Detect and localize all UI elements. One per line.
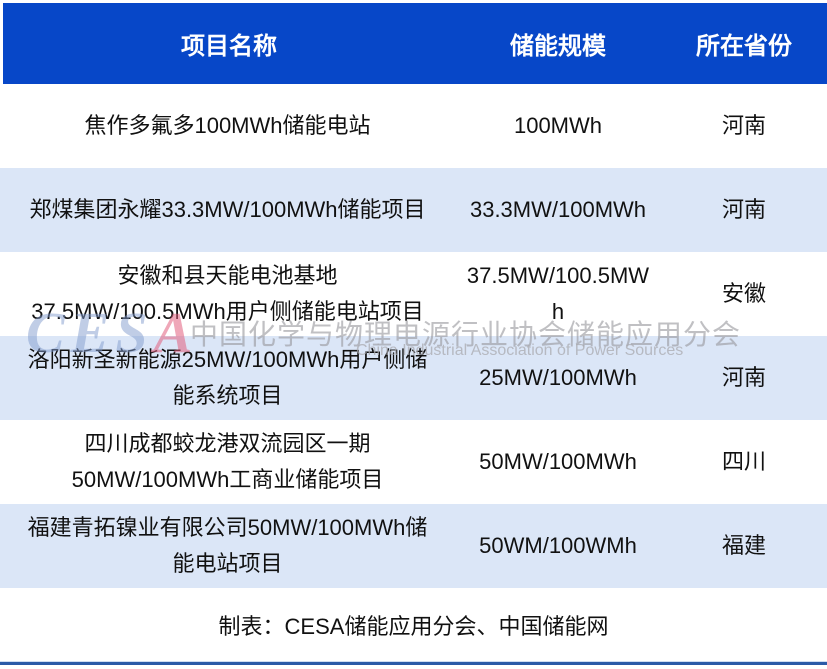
- project-name-cell: 四川成都蛟龙港双流园区一期 50MW/100MWh工商业储能项目: [71, 431, 384, 492]
- table-header-row: 项目名称 储能规模 所在省份: [3, 3, 827, 84]
- province-cell: 四川: [721, 449, 766, 474]
- storage-scale-cell: 50MW/100MWh: [479, 449, 637, 474]
- table-row: 安徽和县天能电池基地 37.5MW/100.5MWh用户侧储能电站项目 37.5…: [0, 252, 827, 336]
- province-cell: 安徽: [721, 281, 766, 306]
- project-name-cell: 安徽和县天能电池基地 37.5MW/100.5MWh用户侧储能电站项目: [31, 263, 424, 324]
- project-name-cell: 洛阳新圣新能源25MW/100MWh用户侧储 能系统项目: [27, 347, 428, 408]
- project-name-cell: 福建青拓镍业有限公司50MW/100MWh储 能电站项目: [27, 515, 428, 576]
- table-caption: 制表：CESA储能应用分会、中国储能网: [0, 588, 827, 661]
- table-row: 郑煤集团永耀33.3MW/100MWh储能项目 33.3MW/100MWh 河南: [0, 168, 827, 252]
- table-row: 福建青拓镍业有限公司50MW/100MWh储 能电站项目 50WM/100WMh…: [0, 504, 827, 588]
- table-row: 四川成都蛟龙港双流园区一期 50MW/100MWh工商业储能项目 50MW/10…: [0, 420, 827, 504]
- province-cell: 河南: [721, 197, 766, 222]
- storage-scale-cell: 100MWh: [513, 113, 603, 138]
- province-cell: 福建: [721, 533, 766, 558]
- storage-scale-cell: 37.5MW/100.5MWh: [466, 263, 650, 324]
- storage-scale-cell: 50WM/100WMh: [479, 533, 637, 558]
- table-row: 焦作多氟多100MWh储能电站 100MWh 河南: [0, 84, 827, 168]
- bottom-divider: [0, 661, 827, 665]
- table-row: 洛阳新圣新能源25MW/100MWh用户侧储 能系统项目 25MW/100MWh…: [0, 336, 827, 420]
- column-header-project-name: 项目名称: [181, 33, 277, 60]
- province-cell: 河南: [721, 365, 766, 390]
- column-header-province: 所在省份: [696, 33, 792, 60]
- caption-text: 制表：CESA储能应用分会、中国储能网: [218, 613, 609, 639]
- project-name-cell: 郑煤集团永耀33.3MW/100MWh储能项目: [29, 197, 426, 222]
- storage-scale-cell: 33.3MW/100MWh: [469, 197, 647, 222]
- storage-scale-cell: 25MW/100MWh: [479, 365, 637, 390]
- column-header-storage-scale: 储能规模: [510, 33, 606, 60]
- province-cell: 河南: [721, 113, 766, 138]
- project-name-cell: 焦作多氟多100MWh储能电站: [84, 113, 371, 138]
